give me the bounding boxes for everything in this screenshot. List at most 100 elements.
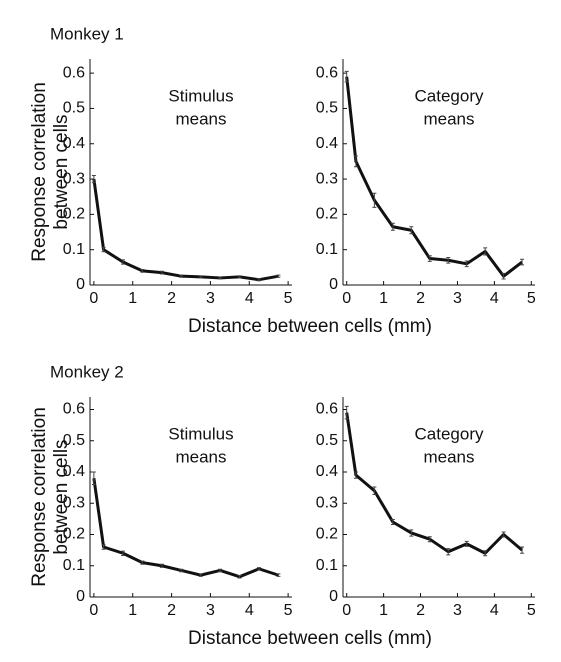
- annotation: Stimulus: [168, 424, 233, 443]
- error-bar: [483, 550, 488, 557]
- y-tick-label: 0.5: [63, 100, 85, 117]
- error-bar: [140, 268, 145, 273]
- x-tick-label: 4: [245, 602, 254, 619]
- panel-title: Monkey 1: [50, 24, 124, 43]
- y-axis-label: Response correlation: [29, 407, 50, 587]
- error-bar: [520, 546, 525, 554]
- y-tick-label: 0: [329, 276, 338, 293]
- error-bar: [218, 276, 223, 280]
- x-axis-label: Distance between cells (mm): [188, 628, 432, 649]
- error-bar: [159, 563, 164, 568]
- x-tick-label: 2: [167, 602, 176, 619]
- y-tick-label: 0.4: [316, 135, 338, 152]
- y-tick-label: 0.3: [63, 170, 85, 187]
- x-tick-label: 3: [453, 602, 462, 619]
- y-tick-label: 0.1: [316, 557, 338, 574]
- x-tick-label: 3: [206, 290, 215, 307]
- y-axis-label: between cells: [51, 439, 72, 554]
- annotation: Category: [415, 424, 484, 443]
- error-bar: [501, 531, 506, 538]
- x-tick-label: 0: [89, 290, 98, 307]
- x-tick-label: 1: [128, 602, 137, 619]
- error-bar: [464, 260, 469, 268]
- y-axis-label: between cells: [51, 114, 72, 229]
- y-axis-label: Response correlation: [29, 82, 50, 262]
- y-tick-label: 0.5: [316, 432, 338, 449]
- y-tick-label: 0.6: [316, 401, 338, 418]
- error-bar: [427, 255, 432, 262]
- error-bar: [446, 256, 451, 264]
- error-bar: [159, 270, 164, 275]
- x-tick-label: 4: [490, 602, 499, 619]
- error-bar: [446, 548, 451, 556]
- annotation: Stimulus: [168, 86, 233, 105]
- error-bar: [101, 247, 106, 253]
- error-bar: [198, 275, 203, 279]
- error-bar: [390, 519, 395, 525]
- error-bar: [344, 405, 349, 420]
- error-bar: [121, 259, 126, 265]
- y-tick-label: 0.4: [63, 463, 85, 480]
- x-tick-label: 4: [245, 290, 254, 307]
- y-tick-label: 0.1: [316, 241, 338, 258]
- data-line: [345, 76, 523, 278]
- error-bar: [353, 155, 358, 168]
- x-tick-label: 2: [416, 602, 425, 619]
- annotation: means: [175, 447, 226, 466]
- error-bar: [237, 275, 242, 279]
- error-bar: [353, 471, 358, 479]
- panel-title: Monkey 2: [50, 362, 124, 381]
- x-tick-label: 0: [89, 602, 98, 619]
- data-line: [92, 478, 279, 579]
- error-bar: [91, 175, 96, 184]
- error-bar: [140, 560, 145, 565]
- error-bar: [218, 568, 223, 573]
- error-bar: [237, 574, 242, 579]
- y-tick-label: 0.2: [63, 206, 85, 223]
- error-bar: [101, 544, 106, 550]
- error-bar: [409, 529, 414, 537]
- x-tick-label: 3: [453, 290, 462, 307]
- error-bar: [256, 567, 261, 571]
- x-tick-label: 1: [379, 290, 388, 307]
- annotation: Category: [415, 86, 484, 105]
- x-tick-label: 5: [284, 290, 293, 307]
- y-tick-label: 0.6: [63, 64, 85, 81]
- x-tick-label: 0: [342, 602, 351, 619]
- y-tick-label: 0: [76, 276, 85, 293]
- error-bar: [91, 471, 96, 485]
- y-tick-label: 0.4: [316, 463, 338, 480]
- x-tick-label: 1: [379, 602, 388, 619]
- error-bar: [276, 573, 281, 577]
- y-tick-label: 0.1: [63, 241, 85, 258]
- error-bar: [198, 573, 203, 577]
- y-tick-label: 0: [329, 588, 338, 605]
- annotation: means: [175, 109, 226, 128]
- y-tick-label: 0.3: [316, 170, 338, 187]
- x-tick-label: 4: [490, 290, 499, 307]
- x-tick-label: 0: [342, 290, 351, 307]
- y-tick-label: 0.4: [63, 135, 85, 152]
- error-bar: [121, 550, 126, 556]
- x-tick-label: 5: [527, 290, 536, 307]
- x-tick-label: 5: [284, 602, 293, 619]
- error-bar: [372, 192, 377, 208]
- error-bar: [483, 247, 488, 256]
- error-bar: [256, 278, 261, 282]
- x-tick-label: 2: [167, 290, 176, 307]
- error-bar: [372, 486, 377, 495]
- error-bar: [344, 70, 349, 83]
- x-tick-label: 2: [416, 290, 425, 307]
- error-bar: [464, 540, 469, 547]
- annotation: means: [423, 447, 474, 466]
- x-tick-label: 5: [527, 602, 536, 619]
- y-tick-label: 0.3: [316, 494, 338, 511]
- y-tick-label: 0.3: [63, 494, 85, 511]
- error-bar: [501, 272, 506, 280]
- x-axis-label: Distance between cells (mm): [188, 316, 432, 337]
- error-bar: [409, 226, 414, 235]
- y-tick-label: 0.5: [316, 100, 338, 117]
- y-tick-label: 0.1: [63, 557, 85, 574]
- error-bar: [179, 274, 184, 278]
